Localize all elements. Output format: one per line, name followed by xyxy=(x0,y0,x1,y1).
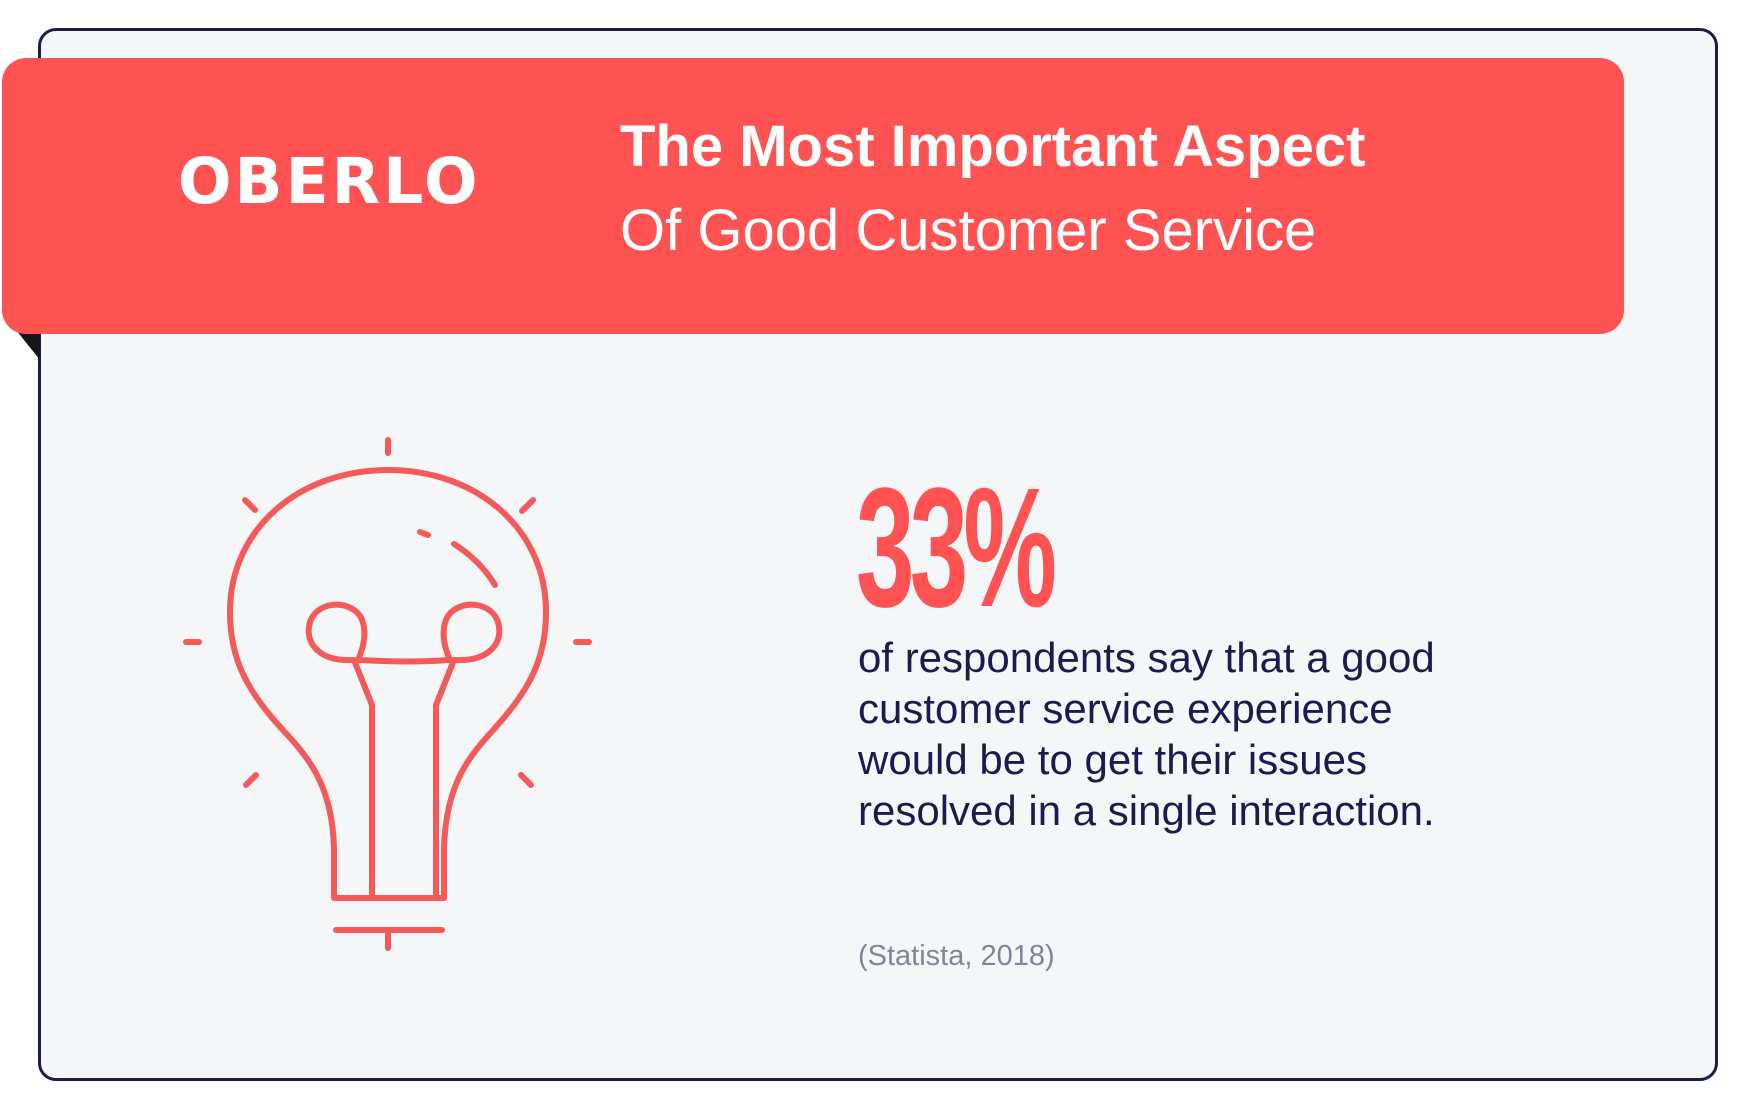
header-banner xyxy=(2,58,1624,334)
stat-description: of respondents say that a good customer … xyxy=(858,634,1435,834)
oberlo-logo: OBERLO xyxy=(178,145,481,218)
stat-value: 33% xyxy=(856,453,1057,643)
lightbulb-icon xyxy=(183,437,592,951)
title-line-1: The Most Important Aspect xyxy=(620,114,1366,179)
source-citation: (Statista, 2018) xyxy=(858,940,1055,972)
title-line-2: Of Good Customer Service xyxy=(620,198,1317,263)
